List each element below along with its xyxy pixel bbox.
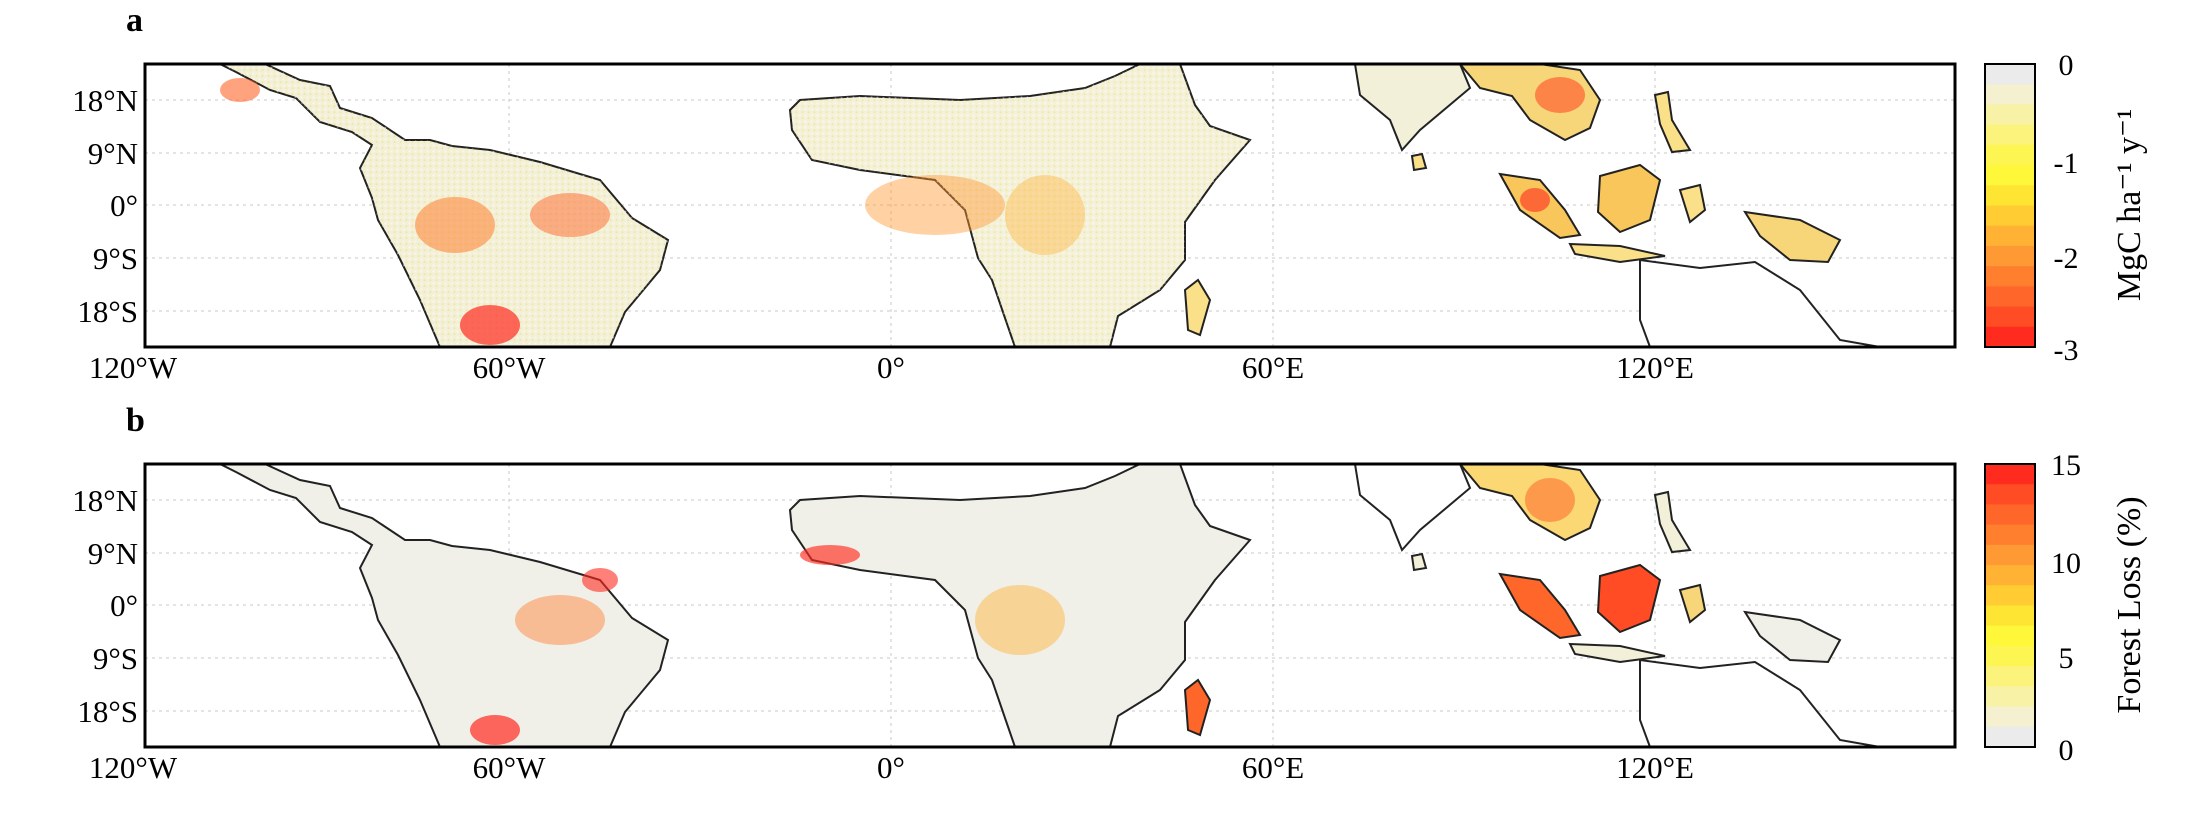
colorbar-frame [1984, 63, 2036, 348]
forest-loss-hotspots-b [470, 478, 1575, 745]
lat-tick-a-2: 0° [110, 188, 138, 223]
map-panel-a [143, 62, 1957, 349]
colorbar-a-tick-3: -3 [2054, 334, 2079, 367]
colorbar-a-title: MgC ha⁻¹ y⁻¹ [2111, 109, 2148, 301]
lat-tick-b-1: 9°N [88, 536, 138, 571]
latitude-ticks-b: 18°N 9°N 0° 9°S 18°S [72, 483, 138, 729]
colorbar-b-tick-3: 0 [2059, 734, 2074, 767]
colorbar-a-tick-2: -2 [2054, 242, 2079, 275]
lat-tick-a-4: 18°S [77, 294, 138, 329]
lat-tick-b-3: 9°S [93, 641, 138, 676]
colorbar-swatch [1985, 326, 2035, 348]
colorbar-swatch [1985, 645, 2035, 667]
lat-tick-b-4: 18°S [77, 694, 138, 729]
lat-tick-a-0: 18°N [72, 83, 138, 118]
lat-tick-a-3: 9°S [93, 241, 138, 276]
colorbar-swatch [1985, 266, 2035, 287]
colorbar-swatch [1985, 286, 2035, 308]
colorbar-swatch [1985, 484, 2035, 505]
lon-tick-b-0: 120°W [89, 750, 178, 785]
colorbar-a-tick-0: 0 [2059, 49, 2074, 82]
lon-tick-b-2: 0° [877, 750, 905, 785]
colorbar-swatch [1985, 625, 2035, 647]
colorbar-swatch [1985, 726, 2035, 748]
lon-tick-a-3: 60°E [1242, 350, 1304, 385]
lon-tick-a-1: 60°W [473, 350, 546, 385]
deforestation-hotspots-a [220, 77, 1585, 345]
colorbar-a-tick-1: -1 [2054, 147, 2079, 180]
colorbar-b [1984, 463, 2036, 748]
colorbar-swatch [1985, 585, 2035, 606]
colorbar-swatch [1985, 544, 2035, 566]
lat-tick-b-2: 0° [110, 588, 138, 623]
longitude-ticks-a: 120°W 60°W 0° 60°E 120°E [89, 350, 1694, 385]
lon-tick-a-4: 120°E [1616, 350, 1694, 385]
colorbar-a [1984, 63, 2036, 348]
colorbar-frame [1984, 463, 2036, 748]
lat-tick-b-0: 18°N [72, 483, 138, 518]
colorbar-swatch [1985, 686, 2035, 708]
longitude-ticks-b: 120°W 60°W 0° 60°E 120°E [89, 750, 1694, 785]
landmass-asia-a [1353, 64, 1881, 347]
colorbar-swatch [1985, 524, 2035, 546]
colorbar-swatch [1985, 84, 2035, 105]
colorbar-swatch [1985, 464, 2035, 485]
lon-tick-a-2: 0° [877, 350, 905, 385]
colorbar-swatch [1985, 205, 2035, 227]
colorbar-b-tick-2: 5 [2059, 642, 2074, 675]
landmass-africa-a [788, 64, 1252, 347]
colorbar-swatch [1985, 605, 2035, 627]
landmass-americas-b [219, 464, 670, 747]
panel-letter-a: a [126, 2, 143, 39]
latitude-ticks-a: 18°N 9°N 0° 9°S 18°S [72, 83, 138, 329]
lat-tick-a-1: 9°N [88, 136, 138, 171]
lon-tick-b-3: 60°E [1242, 750, 1304, 785]
colorbar-swatch [1985, 144, 2035, 166]
colorbar-swatch [1985, 104, 2035, 126]
colorbar-swatch [1985, 306, 2035, 328]
colorbar-swatch [1985, 666, 2035, 687]
colorbar-swatch [1985, 165, 2035, 186]
lon-tick-a-0: 120°W [89, 350, 178, 385]
colorbar-swatch [1985, 225, 2035, 247]
lon-tick-b-4: 120°E [1616, 750, 1694, 785]
colorbar-swatch [1985, 124, 2035, 146]
landmass-africa-b [788, 464, 1252, 747]
colorbar-swatch [1985, 504, 2035, 526]
panel-letter-b: b [126, 402, 145, 439]
colorbar-b-title: Forest Loss (%) [2111, 496, 2148, 713]
colorbar-b-tick-1: 10 [2051, 547, 2081, 580]
map-panel-b [143, 462, 1957, 749]
colorbar-swatch [1985, 245, 2035, 267]
colorbar-swatch [1985, 706, 2035, 728]
colorbar-swatch [1985, 565, 2035, 586]
lon-tick-b-1: 60°W [473, 750, 546, 785]
colorbar-swatch [1985, 64, 2035, 85]
colorbar-swatch [1985, 185, 2035, 206]
colorbar-b-tick-0: 15 [2051, 449, 2081, 482]
